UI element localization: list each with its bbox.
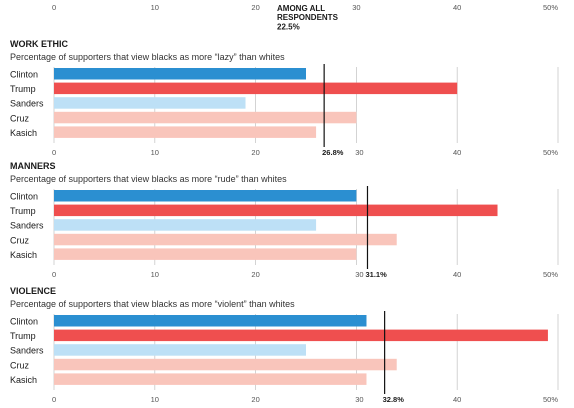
top-annotation-line1: AMONG ALL — [277, 4, 325, 13]
bar-cruz — [54, 358, 397, 371]
bar-clinton — [54, 315, 367, 327]
bar-trump — [54, 329, 548, 342]
x-tick-label: 40 — [453, 148, 461, 157]
category-label: Kasich — [10, 375, 37, 385]
panel-title: MANNERS — [10, 161, 56, 171]
bar-trump — [54, 82, 458, 95]
category-label: Cruz — [10, 360, 30, 370]
panel-subtitle: Percentage of supporters that view black… — [10, 299, 295, 309]
top-annotation-value: 22.5% — [277, 23, 300, 32]
bar-sanders — [54, 97, 246, 109]
x-tick-label: 40 — [453, 395, 461, 404]
bar-cruz — [54, 233, 397, 246]
bar-clinton — [54, 68, 306, 80]
panel-manners: MANNERS Percentage of supporters that vie… — [10, 161, 559, 279]
panel-work-ethic: WORK ETHIC Percentage of supporters that … — [10, 39, 559, 157]
top-axis-tick-label: 10 — [151, 3, 159, 12]
panel-subtitle: Percentage of supporters that view black… — [10, 52, 285, 62]
reference-label: 32.8% — [383, 395, 405, 404]
top-axis-tick-label: 40 — [453, 3, 461, 12]
category-label: Trump — [10, 331, 36, 341]
category-label: Sanders — [10, 99, 44, 109]
bar-sanders — [54, 219, 317, 231]
x-tick-label: 0 — [52, 270, 56, 279]
category-label: Clinton — [10, 317, 38, 327]
bar-cruz — [54, 111, 357, 124]
x-tick-label: 0 — [52, 395, 56, 404]
bar-clinton — [54, 190, 357, 202]
x-tick-label: 50% — [543, 270, 558, 279]
panel-title: WORK ETHIC — [10, 39, 68, 49]
x-tick-label: 10 — [151, 395, 159, 404]
top-axis-tick-label: 30 — [352, 3, 360, 12]
top-axis-tick-label: 50% — [543, 3, 558, 12]
top-axis-tick-label: 0 — [52, 3, 56, 12]
category-label: Cruz — [10, 113, 30, 123]
x-tick-label: 40 — [453, 270, 461, 279]
category-label: Sanders — [10, 346, 44, 356]
category-label: Sanders — [10, 221, 44, 231]
panel-violence: VIOLENCE Percentage of supporters that vi… — [10, 286, 559, 404]
x-tick-label: 10 — [151, 148, 159, 157]
bar-kasich — [54, 373, 367, 385]
category-label: Cruz — [10, 235, 30, 245]
x-tick-label: 10 — [151, 270, 159, 279]
panel-title: VIOLENCE — [10, 286, 56, 296]
x-tick-label: 0 — [52, 148, 56, 157]
panel-subtitle: Percentage of supporters that view black… — [10, 174, 287, 184]
category-label: Clinton — [10, 70, 38, 80]
chart-panels: WORK ETHIC Percentage of supporters that … — [10, 39, 559, 404]
reference-label: 31.1% — [365, 270, 387, 279]
x-tick-label: 20 — [251, 270, 259, 279]
x-tick-label: 30 — [355, 270, 363, 279]
reference-label: 26.8% — [322, 148, 344, 157]
x-tick-label: 50% — [543, 395, 558, 404]
bar-kasich — [54, 126, 317, 138]
x-tick-label: 50% — [543, 148, 558, 157]
category-label: Trump — [10, 206, 36, 216]
category-label: Kasich — [10, 250, 37, 260]
category-label: Kasich — [10, 128, 37, 138]
x-tick-label: 20 — [251, 148, 259, 157]
bar-trump — [54, 204, 498, 217]
bar-kasich — [54, 248, 357, 260]
x-tick-label: 20 — [251, 395, 259, 404]
category-label: Trump — [10, 84, 36, 94]
top-axis-tick-label: 20 — [251, 3, 259, 12]
top-annotation-line2: RESPONDENTS — [277, 13, 339, 22]
x-tick-label: 30 — [355, 395, 363, 404]
x-tick-label: 30 — [355, 148, 363, 157]
category-label: Clinton — [10, 192, 38, 202]
top-axis: 0 10 20 30 40 50% — [52, 3, 558, 12]
bar-sanders — [54, 344, 306, 356]
